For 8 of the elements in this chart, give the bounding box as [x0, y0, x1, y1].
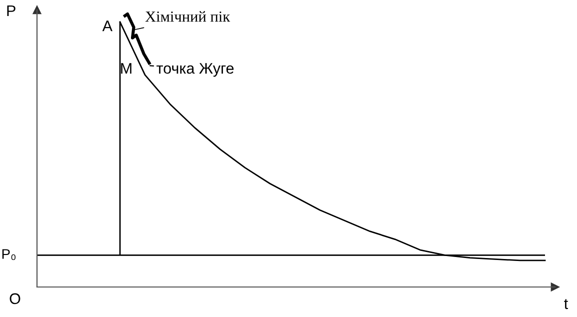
annotation: A: [102, 20, 112, 32]
text: Хімічний пік: [145, 11, 230, 22]
ref-line-label: P₀: [2, 249, 16, 260]
x-axis-title: t: [564, 299, 568, 310]
text: P: [7, 5, 16, 16]
annotation: M: [121, 63, 132, 74]
text: O: [10, 293, 20, 304]
annotation: точка Жуге: [156, 63, 234, 77]
